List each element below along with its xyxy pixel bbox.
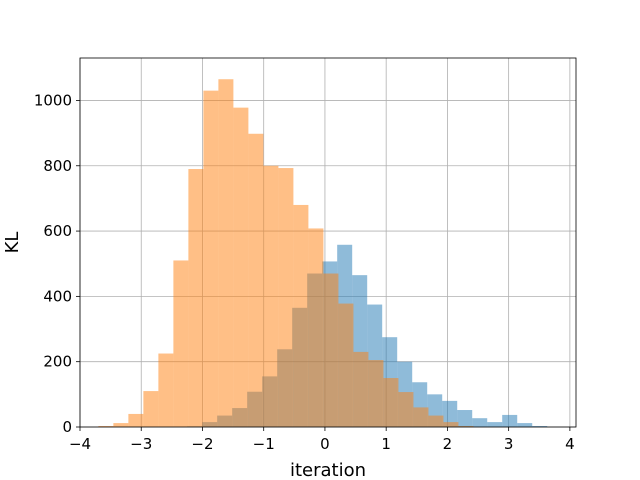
x-axis-label: iteration (290, 460, 366, 480)
histogram-bar (143, 391, 159, 427)
histogram-bar (113, 423, 129, 427)
y-tick-label: 200 (43, 353, 72, 371)
histogram-bar (517, 423, 533, 427)
histogram-bar (188, 169, 204, 427)
x-tick-label: 4 (565, 435, 575, 453)
plot-frame (79, 57, 577, 428)
x-tick-label: −2 (191, 435, 213, 453)
histogram-bar (98, 426, 114, 427)
histogram-bar (248, 133, 264, 428)
histogram-bar (323, 273, 339, 427)
histogram-bar (532, 426, 548, 427)
x-tick-label: 1 (381, 435, 391, 453)
histogram-bar (383, 378, 399, 427)
histogram-bar (368, 360, 384, 427)
histogram-bar (458, 426, 474, 427)
histogram-series-2 (98, 79, 474, 428)
histogram-bar (353, 351, 369, 427)
histogram-bar (293, 204, 309, 427)
y-tick-label: 0 (62, 418, 72, 436)
histogram-bar (218, 79, 234, 428)
histogram-bar (203, 90, 219, 427)
histogram-bar (413, 407, 429, 427)
x-tick-label: −1 (253, 435, 275, 453)
histogram-bar (278, 168, 294, 427)
x-tick-label: 2 (443, 435, 453, 453)
x-tick-label: −4 (69, 435, 91, 453)
y-tick-label: 600 (43, 222, 72, 240)
histogram-bar (158, 353, 174, 427)
y-tick-label: 400 (43, 287, 72, 305)
histogram-bar (308, 228, 324, 427)
axis-ticks: −4 −3 −2 −1 0 1 2 3 4 0 200 400 600 800 1000 (34, 91, 575, 453)
x-tick-label: −3 (130, 435, 152, 453)
histogram-bar (398, 392, 414, 427)
histogram-bars (98, 79, 548, 428)
histogram-bar (338, 303, 354, 427)
y-axis-label: KL (2, 232, 23, 254)
histogram-bar (457, 410, 473, 427)
histogram-bar (428, 415, 444, 427)
histogram-bar (502, 414, 518, 427)
histogram-bar (443, 422, 459, 427)
histogram-bar (472, 418, 488, 427)
histogram-bar (442, 400, 458, 427)
histogram-bar (263, 165, 279, 428)
histogram-bar (128, 413, 144, 427)
histogram-bar (233, 107, 249, 427)
histogram-bar (173, 260, 189, 427)
y-tick-label: 800 (43, 157, 72, 175)
x-tick-label: 3 (504, 435, 514, 453)
histogram-bar (487, 422, 503, 427)
x-tick-label: 0 (320, 435, 330, 453)
y-tick-label: 1000 (34, 91, 72, 109)
